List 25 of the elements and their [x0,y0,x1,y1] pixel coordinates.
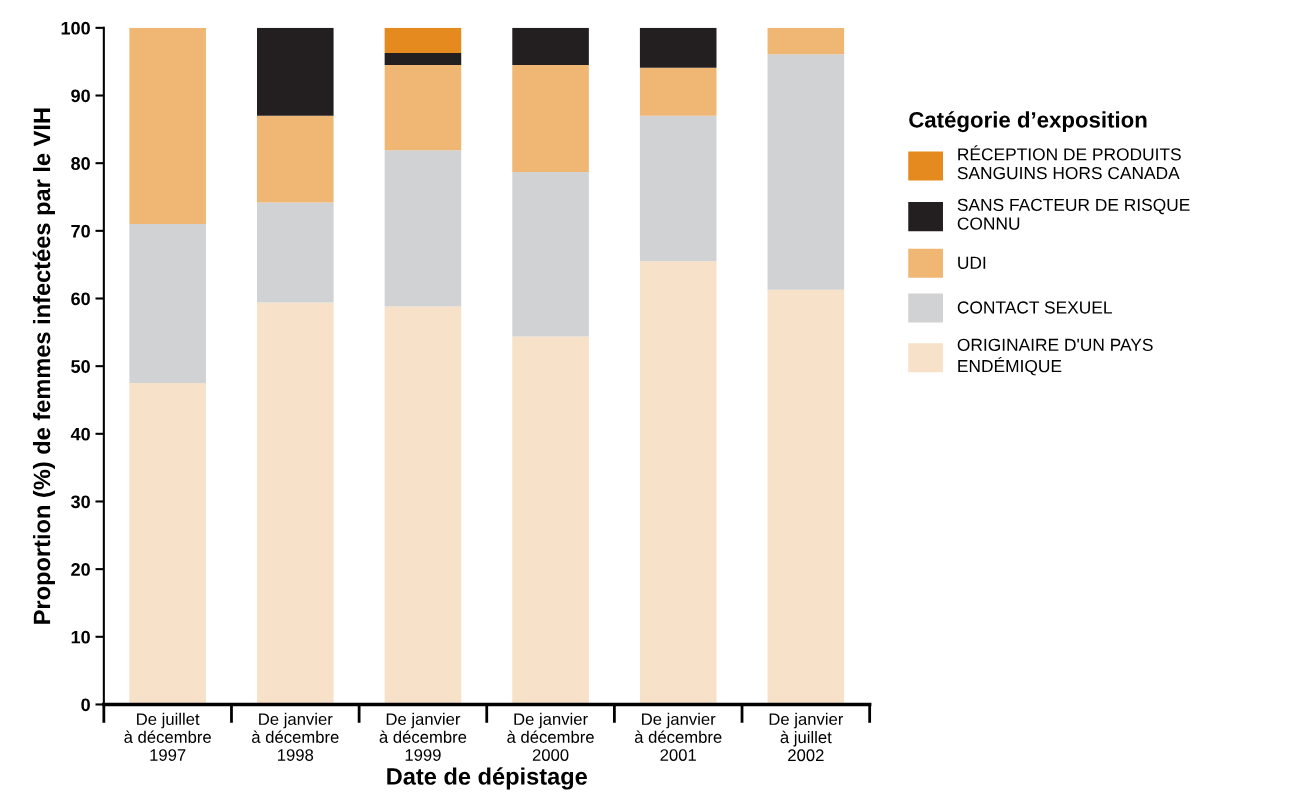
x-tick-label: De janvier à décembre 2001 [634,712,722,761]
y-tick-label: 90 [71,89,90,103]
legend-label: SANS FACTEUR DE RISQUE CONNU [957,198,1190,230]
y-tick-label: 70 [71,224,90,238]
y-tick-label: 40 [70,427,90,441]
x-tick-label: De janvier à décembre 1999 [379,712,467,761]
y-axis-title: Proportion (%) de femmes infectées par le VIH [32,108,55,624]
legend-title: Catégorie d’exposition [909,111,1147,133]
y-tick-label: 30 [70,495,90,509]
legend-label: UDI [958,256,986,269]
x-tick-label: De janvier à décembre 2000 [507,712,594,761]
x-tick-label: De juillet à décembre 1997 [124,712,211,761]
y-tick-label: 100 [61,21,90,35]
legend-label: ORIGINAIRE D'UN PAYS ENDÉMIQUE [957,338,1153,376]
y-tick-label: 50 [71,360,90,373]
x-tick-label: De janvier à décembre 1998 [252,712,339,761]
x-tick-label: De janvier à juillet 2002 [769,712,844,762]
y-tick-label: 80 [71,157,90,170]
y-tick-label: 20 [71,563,90,576]
legend-label: CONTACT SEXUEL [957,301,1112,314]
legend-label: RÉCEPTION DE PRODUITS SANGUINS HORS CANADA [957,145,1181,180]
y-tick-label: 0 [81,698,90,712]
y-tick-label: 10 [71,630,90,644]
x-axis-title: Date de dépistage [387,767,587,790]
y-tick-label: 60 [71,292,90,306]
